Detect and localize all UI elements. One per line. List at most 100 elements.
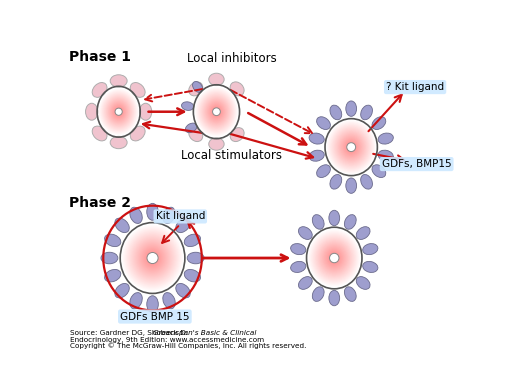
Ellipse shape — [330, 253, 339, 263]
Ellipse shape — [116, 109, 121, 114]
Ellipse shape — [145, 249, 161, 267]
Ellipse shape — [195, 87, 238, 136]
Ellipse shape — [320, 243, 348, 273]
Ellipse shape — [209, 73, 224, 85]
Ellipse shape — [349, 145, 353, 149]
Ellipse shape — [216, 111, 217, 113]
Ellipse shape — [101, 91, 137, 132]
Ellipse shape — [118, 110, 120, 113]
Ellipse shape — [130, 207, 142, 223]
Ellipse shape — [109, 101, 128, 122]
Ellipse shape — [333, 127, 369, 167]
Ellipse shape — [331, 125, 372, 170]
Text: Source: Gardner DG, Shoback D:: Source: Gardner DG, Shoback D: — [70, 330, 191, 336]
Text: Kit ligand: Kit ligand — [155, 211, 205, 221]
Ellipse shape — [114, 107, 123, 116]
Ellipse shape — [140, 245, 165, 271]
Ellipse shape — [372, 117, 386, 129]
Ellipse shape — [310, 232, 358, 284]
Ellipse shape — [324, 248, 344, 269]
Ellipse shape — [192, 82, 203, 93]
Ellipse shape — [315, 237, 354, 279]
Ellipse shape — [344, 215, 356, 229]
Ellipse shape — [92, 83, 107, 97]
Ellipse shape — [101, 252, 118, 264]
Ellipse shape — [349, 144, 354, 150]
Ellipse shape — [149, 255, 155, 261]
Ellipse shape — [214, 109, 218, 114]
Ellipse shape — [86, 103, 98, 120]
Ellipse shape — [308, 230, 360, 287]
Ellipse shape — [333, 257, 335, 259]
Text: Greenspan's Basic & Clinical: Greenspan's Basic & Clinical — [153, 330, 257, 336]
Ellipse shape — [344, 139, 359, 155]
Ellipse shape — [314, 236, 354, 280]
Ellipse shape — [328, 121, 375, 173]
Ellipse shape — [187, 252, 204, 264]
Ellipse shape — [147, 252, 158, 263]
Ellipse shape — [201, 94, 231, 129]
Ellipse shape — [128, 232, 177, 285]
Ellipse shape — [147, 252, 158, 263]
Ellipse shape — [106, 97, 132, 126]
Ellipse shape — [147, 296, 158, 313]
Ellipse shape — [327, 249, 342, 267]
Ellipse shape — [115, 283, 129, 298]
Text: Copyright © The McGraw-Hill Companies, Inc. All rights reserved.: Copyright © The McGraw-Hill Companies, I… — [70, 343, 306, 349]
Ellipse shape — [329, 210, 340, 226]
Ellipse shape — [350, 146, 352, 148]
Ellipse shape — [133, 237, 172, 279]
Ellipse shape — [378, 133, 393, 144]
Ellipse shape — [125, 228, 180, 288]
Ellipse shape — [129, 232, 176, 283]
Ellipse shape — [208, 102, 225, 122]
Ellipse shape — [92, 126, 107, 141]
Ellipse shape — [209, 103, 224, 121]
Ellipse shape — [115, 108, 122, 115]
Ellipse shape — [317, 165, 330, 178]
Ellipse shape — [215, 110, 218, 113]
Ellipse shape — [163, 207, 175, 223]
Ellipse shape — [135, 239, 170, 277]
Ellipse shape — [209, 103, 224, 120]
Ellipse shape — [335, 129, 368, 165]
Ellipse shape — [115, 218, 129, 232]
Ellipse shape — [347, 143, 356, 152]
Ellipse shape — [356, 277, 370, 289]
Ellipse shape — [138, 243, 167, 274]
Ellipse shape — [132, 236, 173, 280]
Ellipse shape — [130, 234, 175, 282]
Ellipse shape — [130, 292, 142, 309]
Ellipse shape — [209, 138, 224, 150]
Ellipse shape — [213, 108, 220, 116]
Ellipse shape — [319, 241, 350, 275]
Ellipse shape — [362, 243, 378, 255]
Ellipse shape — [184, 234, 201, 247]
Ellipse shape — [102, 93, 135, 131]
Ellipse shape — [141, 246, 164, 270]
Text: Phase 1: Phase 1 — [69, 50, 132, 64]
Ellipse shape — [107, 99, 130, 125]
Ellipse shape — [108, 100, 129, 124]
Ellipse shape — [126, 229, 179, 287]
Ellipse shape — [206, 100, 227, 123]
Ellipse shape — [201, 94, 232, 130]
Ellipse shape — [109, 100, 128, 123]
Ellipse shape — [124, 227, 181, 289]
Ellipse shape — [291, 243, 306, 255]
Ellipse shape — [203, 97, 229, 127]
Ellipse shape — [213, 108, 220, 116]
Ellipse shape — [314, 235, 355, 281]
Ellipse shape — [122, 225, 184, 291]
Ellipse shape — [338, 133, 365, 162]
Ellipse shape — [343, 138, 359, 156]
Text: Endocrinology, 9th Edition: www.accessmedicine.com: Endocrinology, 9th Edition: www.accessme… — [70, 337, 264, 343]
Ellipse shape — [200, 93, 233, 131]
Ellipse shape — [348, 143, 355, 151]
Ellipse shape — [212, 107, 221, 117]
Ellipse shape — [298, 227, 312, 240]
Ellipse shape — [356, 227, 370, 240]
Ellipse shape — [176, 283, 190, 298]
Ellipse shape — [327, 250, 341, 266]
Ellipse shape — [176, 218, 190, 232]
